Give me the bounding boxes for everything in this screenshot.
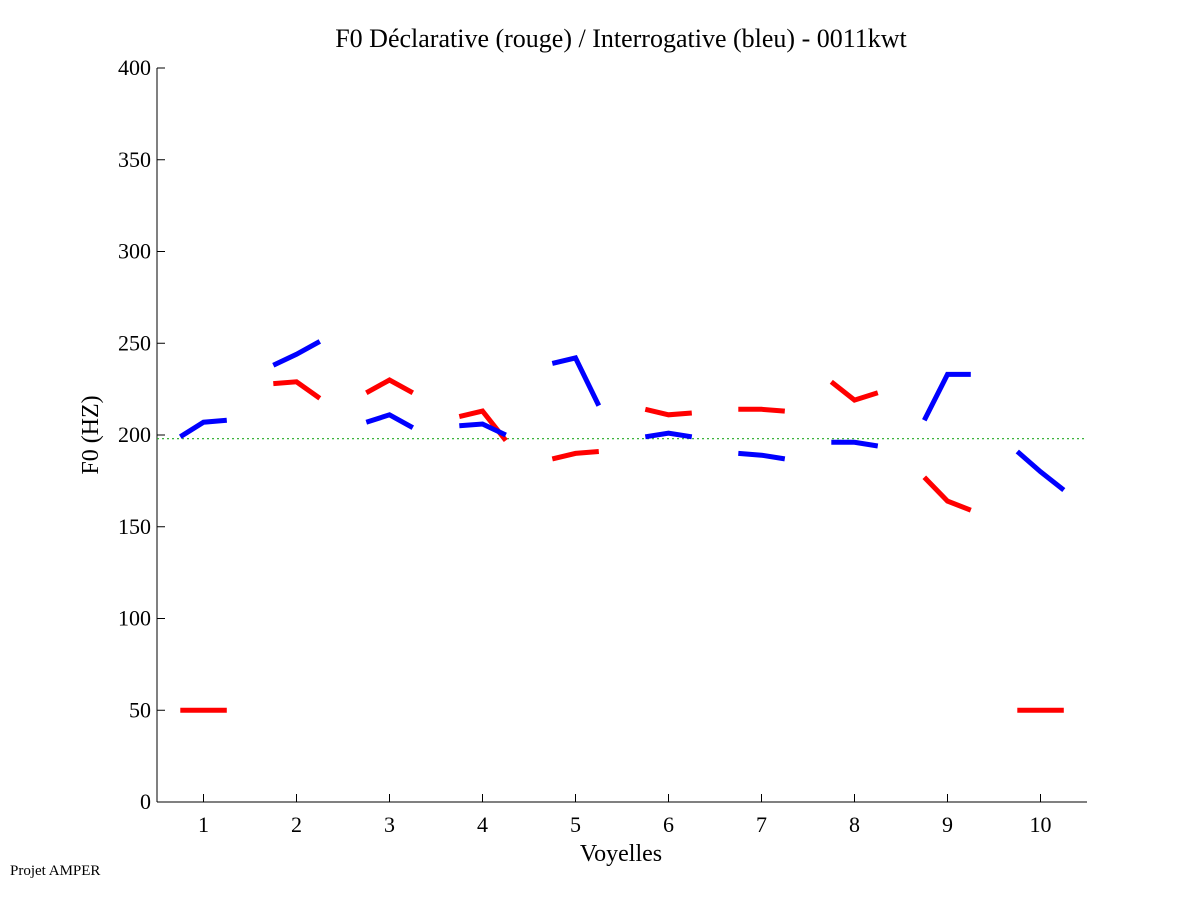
x-tick-label: 5 xyxy=(570,812,581,837)
x-tick-label: 7 xyxy=(756,812,767,837)
interrogative-segment-9 xyxy=(922,371,971,422)
x-tick-label: 1 xyxy=(198,812,209,837)
interrogative-segment-7 xyxy=(738,450,786,462)
x-tick-label: 3 xyxy=(384,812,395,837)
declarative-segment-9 xyxy=(922,475,972,513)
x-tick-label: 8 xyxy=(849,812,860,837)
interrogative-segment-10 xyxy=(1015,449,1066,493)
y-tick-label: 100 xyxy=(118,606,151,631)
y-axis-label: F0 (HZ) xyxy=(78,395,104,474)
declarative-segment-2 xyxy=(273,379,322,401)
x-tick-label: 10 xyxy=(1030,812,1052,837)
y-tick-label: 150 xyxy=(118,514,151,539)
interrogative-segment-1 xyxy=(178,417,228,439)
x-tick-label: 6 xyxy=(663,812,674,837)
y-tick-label: 50 xyxy=(129,697,151,722)
interrogative-segment-8 xyxy=(831,439,879,449)
interrogative-segment-2 xyxy=(272,339,322,368)
footer-note: Projet AMPER xyxy=(10,863,101,879)
y-tick-label: 400 xyxy=(118,55,151,80)
x-axis-label: Voyelles xyxy=(580,841,662,867)
declarative-segment-8 xyxy=(829,379,879,403)
interrogative-segment-6 xyxy=(644,430,693,440)
declarative-segment-3 xyxy=(365,377,415,395)
y-tick-label: 300 xyxy=(118,239,151,264)
interrogative-segment-3 xyxy=(365,412,415,430)
y-tick-label: 0 xyxy=(140,789,151,814)
declarative-segment-5 xyxy=(551,449,600,462)
declarative-segment-6 xyxy=(644,406,692,418)
interrogative-segment-5 xyxy=(551,355,602,407)
x-tick-label: 2 xyxy=(291,812,302,837)
x-tick-label: 4 xyxy=(477,812,488,837)
chart-title: F0 Déclarative (rouge) / Interrogative (… xyxy=(335,24,907,53)
plot-area: 0 50 100 150 200 250 300 350 400 1 2 3 4 5 6 7 8 9 10 xyxy=(118,55,1087,837)
y-tick-label: 350 xyxy=(118,147,151,172)
y-tick-label: 250 xyxy=(118,330,151,355)
x-tick-label: 9 xyxy=(942,812,953,837)
y-tick-label: 200 xyxy=(118,422,151,447)
declarative-segment-7 xyxy=(738,406,785,414)
interrogative-segment-4 xyxy=(459,421,507,438)
